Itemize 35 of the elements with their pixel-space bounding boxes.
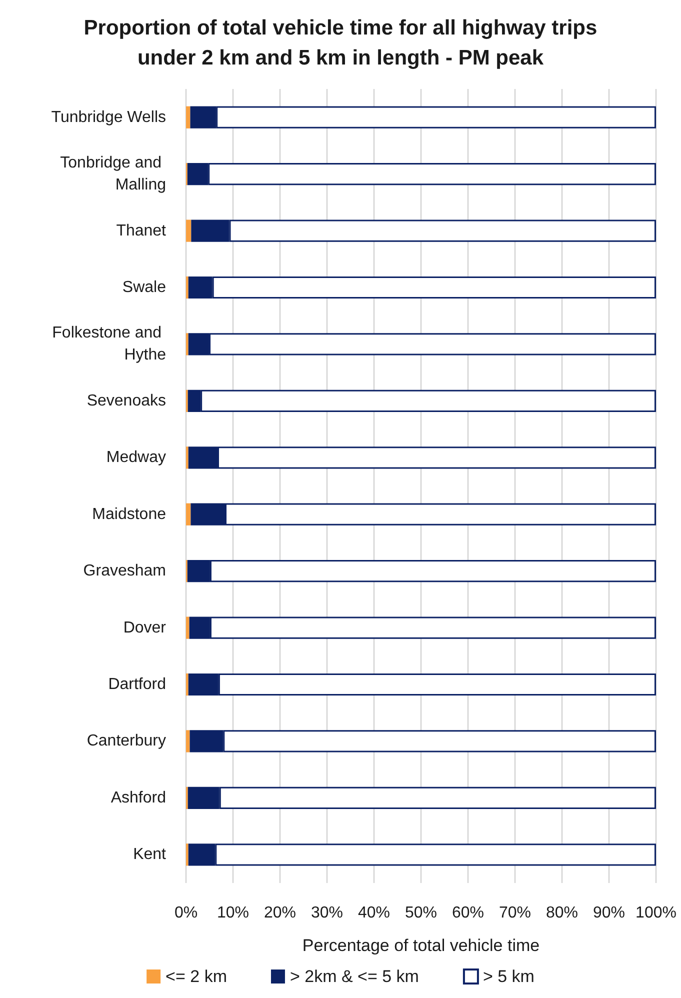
x-tick-label: 30% [310,904,344,922]
y-tick-label: Medway [106,449,166,466]
y-tick-label: Maidstone [92,506,166,523]
y-tick-label: Tonbridge and Malling [60,154,166,194]
chart-title: Proportion of total vehicle time for all highway trips under 2 km and 5 km in length - PM peak [84,16,598,70]
x-tick-label: 10% [216,904,250,922]
legend-label: <= 2 km [166,967,227,986]
x-tick-label: 70% [498,904,532,922]
y-tick-label: Dartford [108,676,166,693]
bar [186,730,190,752]
x-axis-title: Percentage of total vehicle time [302,936,540,955]
legend-label: > 2km & <= 5 km [290,967,419,986]
y-tick-label: Folkestone and Hythe [52,324,166,364]
bar [186,503,191,526]
x-tick-label: 90% [592,904,626,922]
y-tick-label: Tunbridge Wells [51,108,166,126]
x-tick-label: 20% [264,904,296,922]
y-tick-label: Gravesham [83,562,166,580]
y-tick-label: Thanet [116,222,167,240]
bar [186,106,190,128]
x-tick-label: 80% [546,904,578,922]
y-tick-label: Swale [122,279,166,296]
x-tick-label: 40% [358,904,390,922]
bar [186,220,192,242]
y-tick-label: Sevenoaks [86,392,166,410]
x-tick-label: 60% [452,904,484,922]
y-tick-label: Dover [123,619,167,636]
y-tick-label: Ashford [110,789,166,806]
x-tick-label: 0% [174,904,198,922]
x-tick-label: 100% [636,904,676,922]
legend-label: > 5 km [482,967,534,986]
y-tick-label: Canterbury [86,732,166,750]
y-tick-label: Kent [133,846,167,864]
bar [186,616,190,639]
x-tick-label: 50% [404,904,438,922]
